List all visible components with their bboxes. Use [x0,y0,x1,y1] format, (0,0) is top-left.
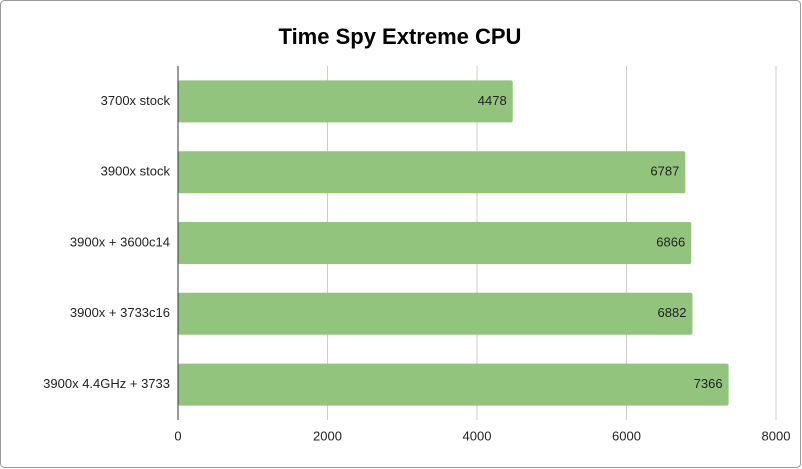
data-label: 6787 [650,164,679,179]
data-label: 7366 [694,376,723,391]
y-tick-label: 3900x stock [101,164,171,179]
x-tick-label: 6000 [612,428,641,443]
y-tick-label: 3700x stock [101,93,171,108]
data-label: 6866 [656,234,685,249]
y-tick-label: 3900x + 3600c14 [70,234,170,249]
x-tick-label: 2000 [313,428,342,443]
x-tick-label: 4000 [463,428,492,443]
data-label: 6882 [658,305,687,320]
bar [178,292,693,335]
bar [178,363,729,406]
y-tick-label: 3900x + 3733c16 [70,305,170,320]
x-tick-label: 8000 [762,428,791,443]
bar [178,151,686,194]
bar [178,80,513,123]
x-tick-label: 0 [174,428,181,443]
y-tick-label: 3900x 4.4GHz + 3733 [43,376,170,391]
bar [178,222,692,264]
data-label: 4478 [478,93,507,108]
chart-title: Time Spy Extreme CPU [279,24,522,49]
